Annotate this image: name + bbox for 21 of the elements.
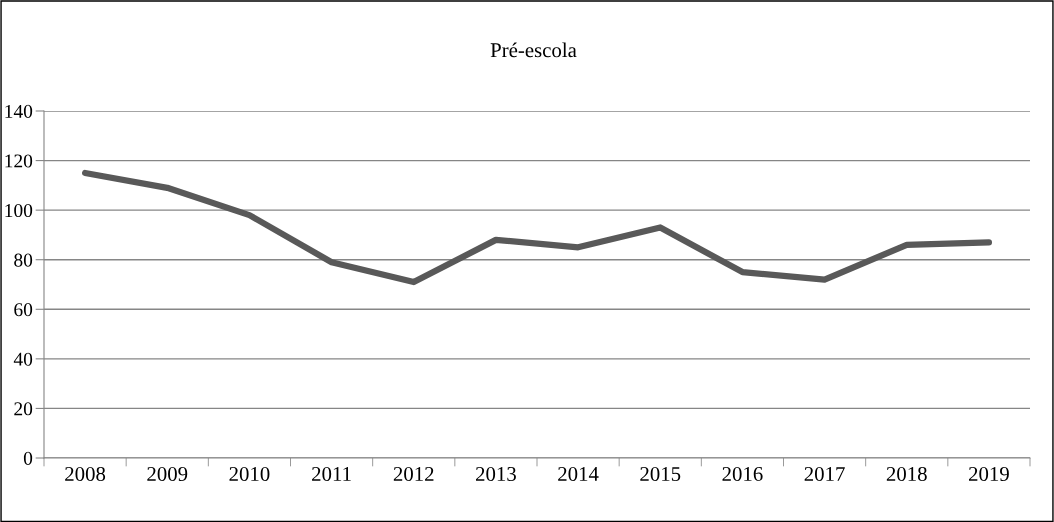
y-tick-label: 80 [14, 253, 33, 267]
x-tick-label: 2017 [804, 466, 845, 481]
x-tick-label: 2018 [886, 466, 927, 481]
y-tick-label: 60 [14, 303, 33, 317]
x-tick-label: 2010 [229, 466, 270, 481]
x-tick-label: 2016 [722, 466, 763, 481]
y-tick-label: 20 [14, 402, 33, 416]
x-tick-label: 2009 [147, 466, 188, 481]
x-tick-label: 2015 [640, 466, 681, 481]
x-tick-label: 2019 [969, 466, 1009, 481]
y-tick-label: 40 [13, 352, 33, 366]
x-tick-label: 2013 [476, 466, 516, 481]
y-tick-label: 140 [5, 104, 33, 118]
x-tick-label: 2012 [393, 466, 434, 481]
y-tick-label: 100 [5, 203, 33, 218]
y-tick-label: 120 [5, 154, 33, 168]
x-tick-label: 2011 [312, 466, 351, 481]
y-tick-label: 0 [23, 451, 33, 465]
x-tick-label: 2008 [65, 466, 106, 481]
x-tick-label: 2014 [558, 466, 599, 481]
chart-title: Pré-escola [490, 42, 577, 58]
